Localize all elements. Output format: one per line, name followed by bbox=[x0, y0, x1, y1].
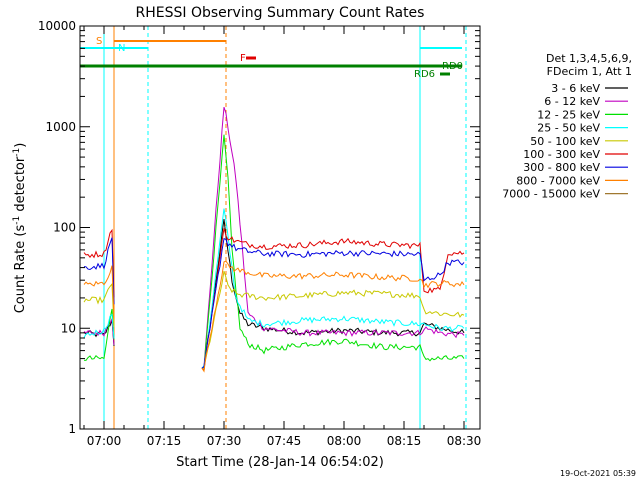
y-tick-label: 100 bbox=[53, 221, 76, 235]
x-axis: 07:00 07:15 07:30 07:45 08:00 08:15 08:30 bbox=[83, 26, 482, 448]
series-line bbox=[83, 219, 465, 369]
x-tick-label: 07:45 bbox=[267, 434, 302, 448]
flag-annotation: F bbox=[240, 53, 246, 64]
legend-header: FDecim 1, Att 1 bbox=[547, 65, 632, 78]
chart-title: RHESSI Observing Summary Count Rates bbox=[136, 5, 425, 21]
y-axis-label: Count Rate (s-1 detector-1) bbox=[12, 143, 28, 314]
x-tick-label: 08:30 bbox=[447, 434, 482, 448]
y-axis-label-sup: -1 bbox=[12, 148, 22, 157]
legend: Det 1,3,4,5,6,9,FDecim 1, Att 1 3 - 6 keV… bbox=[502, 52, 632, 201]
x-axis-label: Start Time (28-Jan-14 06:54:02) bbox=[176, 455, 384, 470]
flag-annotation: RD0 bbox=[442, 61, 463, 72]
y-tick-label: 10 bbox=[61, 321, 76, 335]
y-axis: 1 10 100 1000 10000 bbox=[38, 19, 480, 436]
x-tick-label: 08:00 bbox=[327, 434, 362, 448]
x-tick-label: 08:15 bbox=[387, 434, 422, 448]
x-tick-label: 07:00 bbox=[87, 434, 122, 448]
series-line bbox=[83, 237, 465, 369]
legend-label: 3 - 6 keV bbox=[551, 82, 600, 95]
legend-label: 50 - 100 keV bbox=[530, 135, 600, 148]
series-line bbox=[83, 106, 465, 369]
plot-area: S N F RD6 RD0 bbox=[80, 26, 467, 429]
legend-label: 6 - 12 keV bbox=[544, 95, 600, 108]
legend-label: 12 - 25 keV bbox=[537, 108, 600, 121]
y-axis-label-sup: -1 bbox=[12, 216, 22, 225]
legend-label: 300 - 800 keV bbox=[523, 161, 600, 174]
legend-label: 100 - 300 keV bbox=[523, 148, 600, 161]
timestamp: 19-Oct-2021 05:39 bbox=[560, 469, 636, 478]
flag-annotation: N bbox=[118, 43, 125, 54]
y-tick-label: 10000 bbox=[38, 19, 76, 33]
y-axis-label-part: ) bbox=[13, 143, 28, 148]
legend-label: 800 - 7000 keV bbox=[516, 174, 600, 187]
y-tick-label: 1 bbox=[68, 422, 76, 436]
series-line bbox=[83, 134, 465, 372]
series-line bbox=[83, 208, 465, 369]
series-line bbox=[83, 260, 465, 373]
y-tick-label: 1000 bbox=[45, 120, 76, 134]
legend-label: 7000 - 15000 keV bbox=[502, 188, 600, 201]
legend-label: 25 - 50 keV bbox=[537, 122, 600, 135]
flag-annotation: S bbox=[96, 36, 102, 47]
legend-header: Det 1,3,4,5,6,9, bbox=[546, 52, 632, 65]
y-axis-label-part: Count Rate (s bbox=[13, 225, 28, 314]
flag-annotation: RD6 bbox=[414, 69, 435, 80]
x-tick-label: 07:15 bbox=[147, 434, 182, 448]
series-line bbox=[83, 270, 465, 369]
series-line bbox=[83, 228, 465, 372]
y-axis-label-part: detector bbox=[13, 156, 28, 216]
x-tick-label: 07:30 bbox=[207, 434, 242, 448]
